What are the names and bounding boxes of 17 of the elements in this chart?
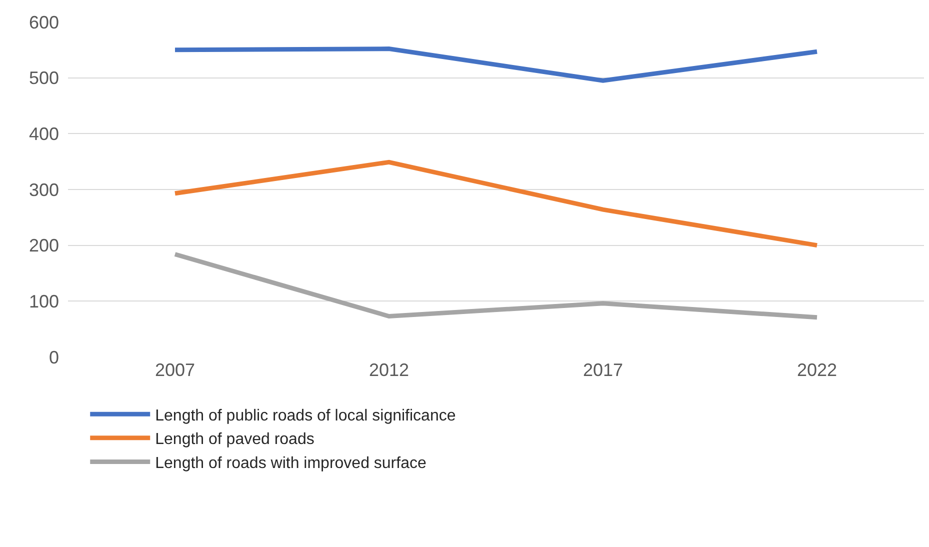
y-tick-label: 200 — [28, 236, 59, 256]
legend-label: Length of paved roads — [155, 431, 314, 448]
x-tick-label: 2017 — [582, 360, 624, 380]
x-tick-label: 2012 — [368, 360, 410, 380]
y-tick-label: 500 — [28, 68, 59, 88]
y-tick-label: 0 — [48, 347, 59, 368]
line-series — [172, 160, 820, 248]
x-tick-label: 2007 — [154, 360, 196, 380]
line-series — [172, 252, 820, 320]
y-tick-label: 600 — [28, 12, 59, 32]
y-tick-label: 400 — [28, 124, 59, 144]
legend-label: Length of roads with improved surface — [155, 454, 426, 472]
line-series — [172, 46, 820, 83]
y-tick-label: 100 — [28, 291, 59, 312]
legend-label: Length of public roads of local significance — [155, 407, 456, 424]
x-tick-label: 2022 — [796, 360, 838, 380]
y-tick-label: 300 — [28, 180, 59, 200]
